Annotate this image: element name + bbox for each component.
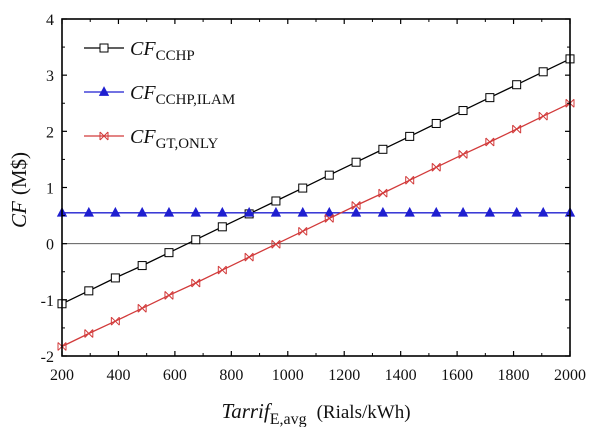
data-point [405,175,415,185]
data-point [457,206,469,217]
legend-label: CFCCHP [130,38,195,64]
data-point [191,235,201,245]
data-point [431,118,441,128]
data-point [431,162,441,172]
y-tick-label: 0 [46,237,54,254]
data-point [351,157,361,167]
data-point [484,206,496,217]
x-axis-title-sub: E,avg [270,411,307,427]
x-tick-label: 200 [50,367,74,384]
x-tick-label: 1600 [441,367,473,384]
y-axis-title-unit: (M$) [7,152,31,195]
data-point [110,273,120,283]
data-point [512,80,522,90]
x-axis-title-unit: (Rials/kWh) [317,402,411,423]
x-tick-label: 400 [106,367,130,384]
data-point [404,206,415,217]
data-point [512,124,522,134]
data-point [298,226,308,236]
data-point [431,206,442,217]
data-point [84,286,94,296]
data-point [190,206,201,217]
data-point [164,248,174,258]
legend-marker [99,43,109,53]
x-tick-label: 600 [163,367,187,384]
ticks-layer: 200 400 600 800 1000 1200 1400 1600 1800 2000 -2 -1… [41,12,586,384]
data-point [324,214,334,223]
data-point [83,206,94,217]
series-line [61,102,571,348]
data-point [271,239,281,249]
data-point [137,303,147,313]
legend-label: CFGT,ONLY [130,126,219,152]
series-line [61,58,571,305]
data-point [270,206,282,217]
data-point [485,93,495,103]
legend-item: CFGT,ONLY [84,126,219,152]
x-tick-label: 1400 [385,367,417,384]
data-point [511,206,522,217]
data-point [350,206,362,217]
data-point [538,67,548,77]
data-point [217,206,228,217]
data-point [405,131,415,141]
legend-marker [98,86,110,96]
data-point [378,188,388,198]
data-point [191,278,201,288]
y-tick-label: 4 [46,12,54,29]
legend-item: CFCCHP,ILAM [84,82,235,108]
y-tick-label: 1 [46,181,54,198]
x-tick-label: 2000 [554,367,586,384]
data-point [110,316,120,326]
data-point [458,150,468,159]
legend-marker [99,131,109,141]
data-point [324,206,335,217]
y-axis-title: CF (M$) [7,152,31,228]
data-point [217,265,227,275]
data-point [244,252,254,262]
data-point [163,206,175,217]
data-point [297,206,308,217]
series-cchp-ilam [56,206,576,217]
data-point [485,137,495,147]
data-point [377,206,389,217]
series-gt-only [57,98,575,351]
data-point [538,111,548,121]
legend-item: CFCCHP [84,38,195,64]
x-tick-label: 1800 [498,367,530,384]
data-point [136,206,148,217]
x-tick-label: 1000 [272,367,304,384]
y-tick-label: -1 [41,293,54,310]
x-tick-label: 800 [219,367,243,384]
data-point [110,206,121,217]
x-axis-title: TarrifE,avg (Rials/kWh) [221,399,410,427]
y-tick-label: 2 [46,124,54,141]
data-point [538,206,549,217]
data-point [164,290,174,300]
data-point [137,261,147,271]
y-tick-label: 3 [46,68,54,85]
legend: CFCCHP CFCCHP,ILAM CFGT,ONLY [84,38,235,152]
data-point [351,201,361,210]
data-point [84,329,94,338]
data-point [271,196,281,206]
legend-label: CFCCHP,ILAM [130,82,235,108]
data-point [243,206,255,217]
y-axis-title-main: CF [7,201,31,228]
data-point [298,183,308,193]
data-point [458,106,468,116]
plot-area [62,19,570,356]
x-axis-title-main: Tarrif [221,399,272,423]
x-tick-label: 1200 [328,367,360,384]
data-point [324,170,334,180]
y-tick-label: -2 [41,349,54,366]
data-point [378,144,388,154]
data-point [217,222,227,232]
